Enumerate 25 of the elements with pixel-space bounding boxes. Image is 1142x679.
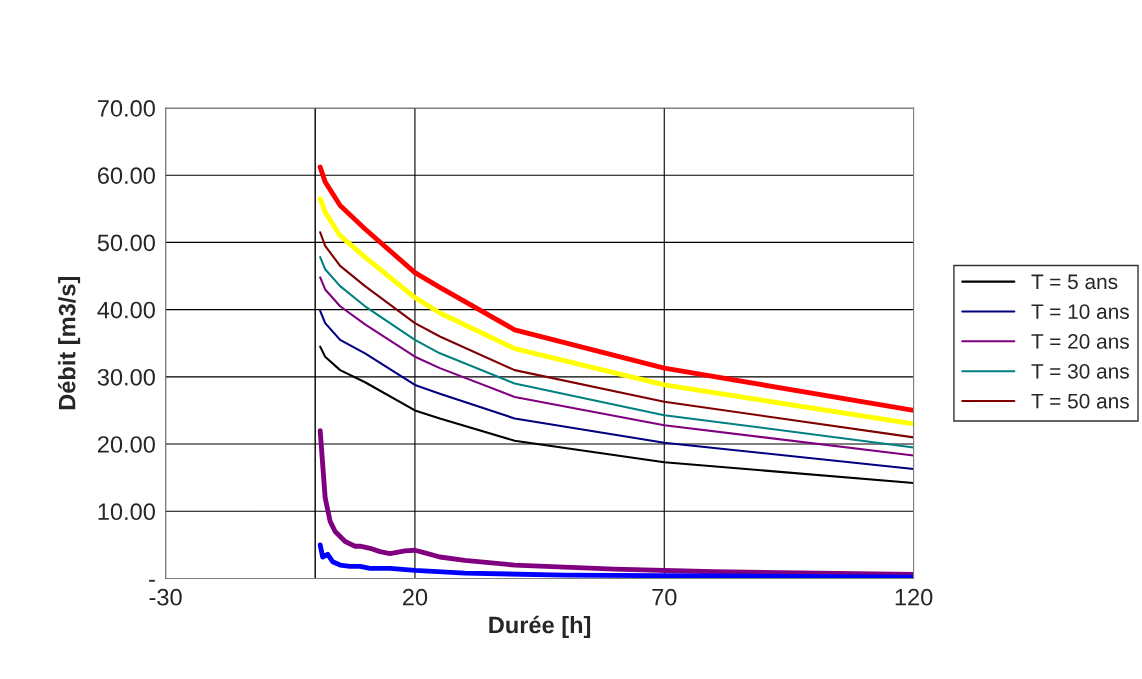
y-tick-label: -	[149, 579, 155, 582]
y-tick-label: 20.00	[97, 436, 155, 453]
x-tick-label: 70	[652, 588, 677, 606]
legend-label: T = 50 ans	[1031, 393, 1129, 409]
x-tick-label: -30	[149, 588, 182, 606]
line-series	[319, 309, 914, 470]
y-tick-label: 40.00	[97, 301, 155, 319]
line-series	[317, 196, 914, 427]
line-series	[317, 164, 914, 413]
y-tick-label: 50.00	[97, 234, 155, 252]
y-axis-title: Débit [m3/s]	[57, 276, 81, 410]
x-tick-label: 120	[895, 588, 933, 606]
y-tick-label: 30.00	[97, 368, 155, 386]
y-tick-label: 10.00	[98, 503, 155, 521]
legend-label: T = 5 ans	[1031, 274, 1118, 290]
legend-label: T = 30 ans	[1031, 363, 1129, 379]
y-tick-label: 70.00	[98, 100, 155, 117]
legend-label: T = 10 ans	[1031, 304, 1129, 319]
line-series	[319, 231, 914, 439]
x-axis-title: Durée [h]	[489, 615, 591, 639]
x-tick-label: 20	[402, 588, 428, 606]
legend-label: T = 20 ans	[1031, 334, 1129, 349]
y-tick-label: 60.00	[97, 167, 155, 184]
line-series	[317, 428, 914, 577]
line-series	[317, 542, 914, 579]
